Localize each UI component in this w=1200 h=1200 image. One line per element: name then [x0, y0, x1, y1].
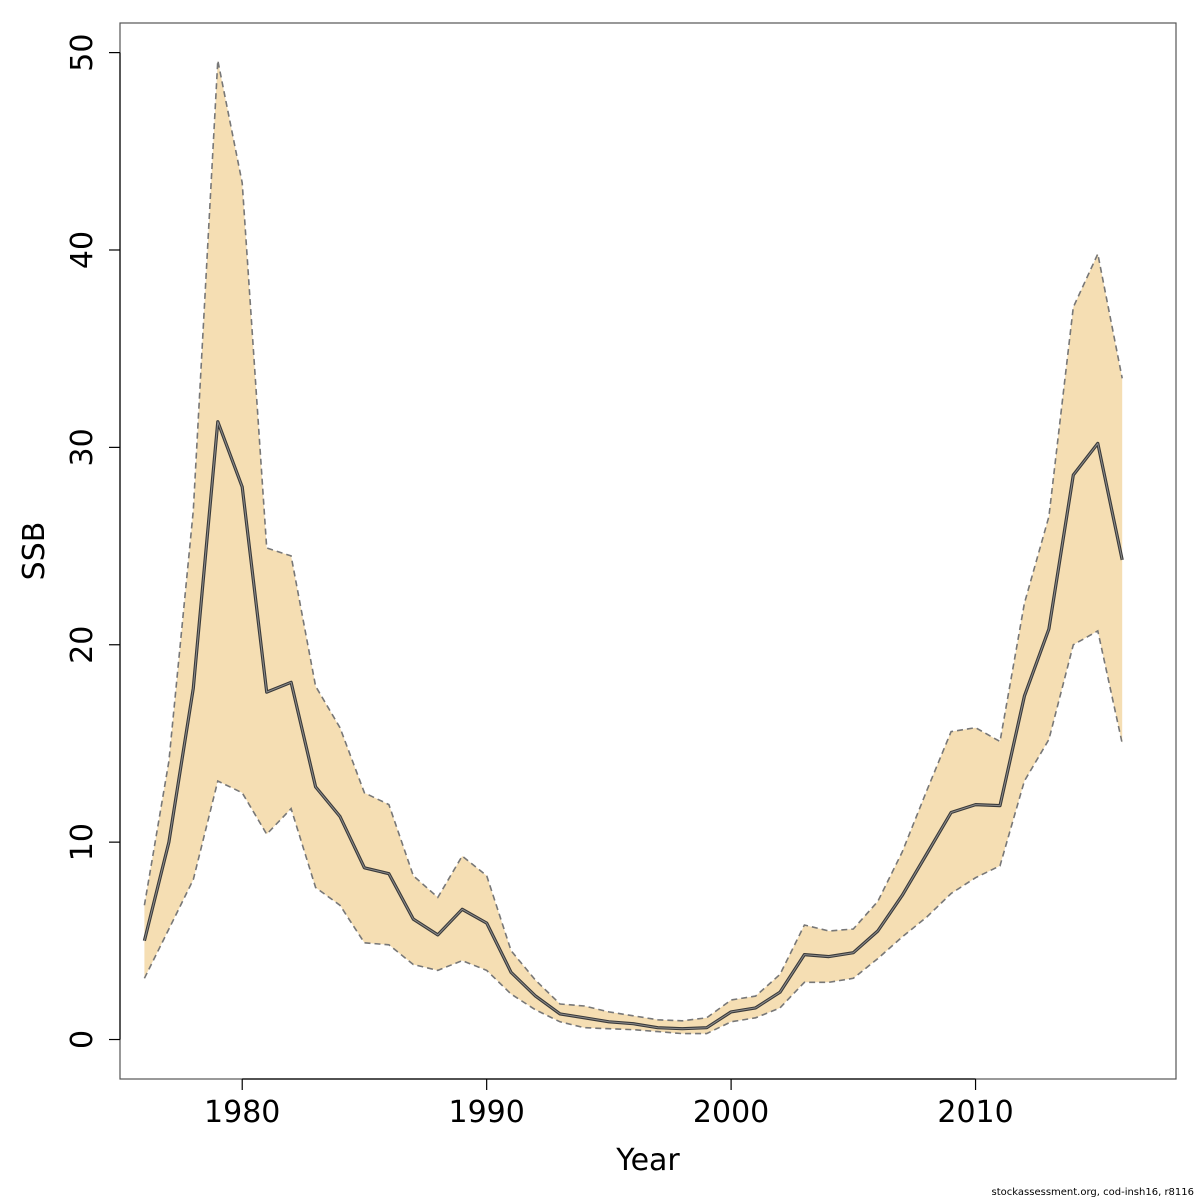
plot-area	[142, 60, 1124, 1035]
confidence-band	[144, 60, 1123, 1034]
y-tick-label: 40	[65, 231, 100, 269]
y-axis: 0 10 20 30 40 50	[65, 34, 121, 1049]
upper-bound-line	[143, 60, 1123, 1022]
y-tick-label: 20	[65, 626, 100, 664]
x-tick-label: 2010	[937, 1095, 1013, 1130]
y-axis-label: SSB	[17, 522, 52, 581]
x-tick-label: 1980	[204, 1095, 280, 1130]
y-tick-label: 50	[65, 34, 100, 72]
footer-credit: stockassessment.org, cod-insh16, r8116	[991, 1187, 1194, 1198]
y-tick-label: 30	[65, 428, 100, 466]
x-axis-label: Year	[615, 1143, 680, 1178]
x-tick-label: 1990	[448, 1095, 524, 1130]
x-tick-label: 2000	[693, 1095, 769, 1130]
y-tick-label: 0	[65, 1030, 100, 1049]
estimate-line-core	[143, 421, 1123, 1030]
lower-bound-line	[143, 629, 1123, 1035]
x-axis: 1980 1990 2000 2010	[204, 1078, 1014, 1130]
y-tick-label: 10	[65, 823, 100, 861]
